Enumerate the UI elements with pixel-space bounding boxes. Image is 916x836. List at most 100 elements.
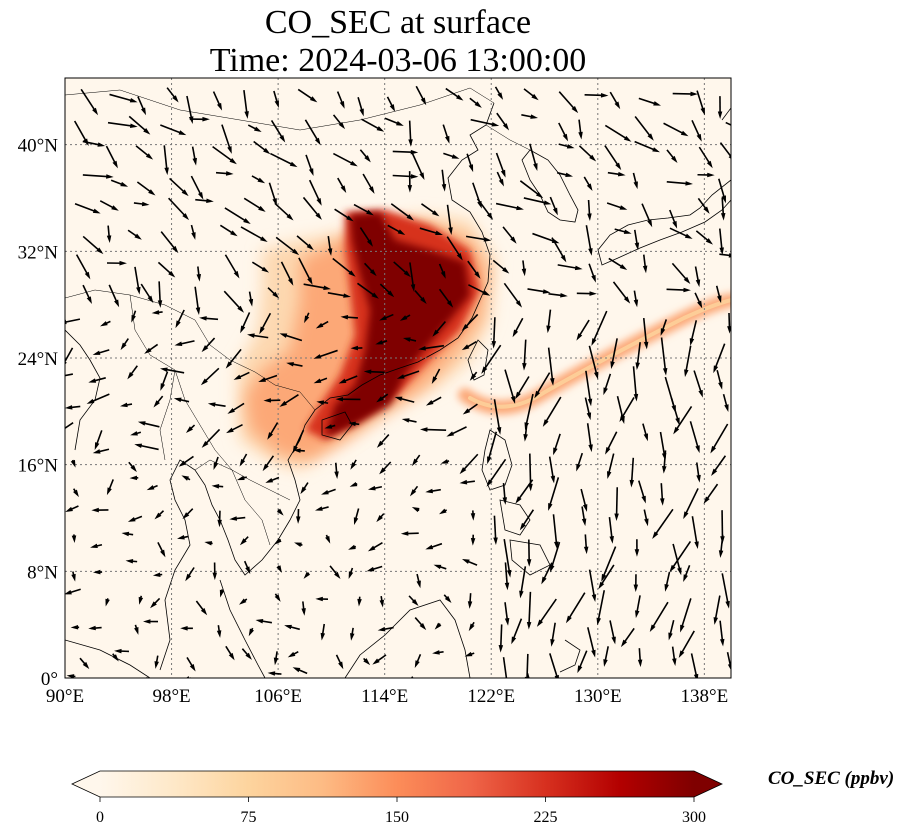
- wind-arrow: [133, 201, 150, 207]
- wind-arrow: [207, 402, 226, 407]
- wind-arrow: [273, 651, 279, 666]
- wind-arrow: [713, 343, 726, 374]
- wind-arrow: [363, 657, 371, 666]
- wind-arrow: [303, 283, 331, 291]
- wind-arrow: [609, 91, 621, 110]
- wind-arrow: [629, 457, 635, 488]
- longitude-tick-labels: 90°E 98°E 106°E 114°E 122°E 130°E 138°E: [46, 686, 728, 707]
- wind-arrow: [225, 348, 242, 369]
- wind-arrow: [683, 565, 691, 583]
- wind-arrow: [166, 87, 179, 103]
- wind-arrow: [201, 428, 221, 448]
- latitude-tick-labels: 0° 8°N 16°N 24°N 32°N 40°N: [18, 136, 59, 690]
- wind-arrow: [666, 685, 672, 714]
- wind-arrow: [375, 340, 388, 345]
- wind-arrow: [219, 224, 238, 237]
- wind-arrow: [361, 118, 385, 132]
- wind-arrow: [315, 320, 329, 329]
- wind-arrow: [523, 423, 528, 442]
- wind-arrow: [635, 342, 641, 371]
- wind-arrow: [598, 564, 615, 590]
- wind-arrow: [82, 284, 92, 305]
- wind-arrow: [284, 624, 300, 631]
- wind-arrow: [296, 508, 301, 524]
- wind-arrow: [350, 345, 363, 351]
- wind-arrow: [445, 87, 464, 101]
- wind-arrow: [519, 509, 535, 531]
- wind-arrow: [276, 508, 284, 516]
- wind-arrow: [690, 653, 699, 678]
- wind-arrow: [608, 257, 628, 271]
- wind-arrow: [522, 339, 527, 371]
- wind-arrow: [175, 309, 185, 329]
- wind-arrow: [591, 310, 608, 346]
- wind-arrow: [336, 91, 345, 109]
- wind-arrow: [329, 565, 341, 579]
- lon-tick-label: 138°E: [681, 686, 729, 707]
- wind-arrow: [94, 430, 103, 450]
- colorbar-gradient: [100, 771, 694, 797]
- wind-arrow: [279, 394, 299, 407]
- wind-arrow: [185, 567, 195, 582]
- wind-arrow: [467, 593, 473, 609]
- wind-arrow: [608, 517, 614, 544]
- wind-arrow: [157, 261, 176, 278]
- wind-arrow: [243, 90, 249, 119]
- wind-arrow: [523, 88, 539, 101]
- wind-arrow: [710, 423, 729, 454]
- wind-arrow: [576, 291, 597, 296]
- wind-arrow: [65, 405, 81, 410]
- wind-arrow: [90, 543, 103, 549]
- lon-tick-label: 114°E: [361, 686, 408, 707]
- wind-arrow: [633, 229, 640, 251]
- wind-arrow: [503, 539, 512, 578]
- wind-arrow: [243, 560, 251, 575]
- wind-arrow: [633, 574, 639, 593]
- wind-arrow: [603, 646, 609, 667]
- wind-arrow: [386, 96, 396, 112]
- wind-arrow: [614, 487, 619, 521]
- wind-arrow: [515, 376, 530, 400]
- wind-arrow: [541, 562, 553, 585]
- wind-arrow: [438, 508, 448, 515]
- wind-arrow: [305, 154, 314, 177]
- wind-arrow: [502, 483, 508, 505]
- wind-arrow: [606, 202, 628, 210]
- wind-arrow: [668, 619, 675, 641]
- wind-arrow: [583, 534, 589, 555]
- wind-arrow: [526, 539, 532, 567]
- wind-arrow: [580, 488, 588, 512]
- wind-arrow: [446, 204, 453, 235]
- wind-arrow: [134, 624, 139, 635]
- wind-arrow: [332, 152, 358, 167]
- wind-arrow: [504, 562, 510, 591]
- wind-arrow: [526, 672, 530, 678]
- wind-arrow: [99, 200, 119, 211]
- wind-arrow: [459, 453, 479, 475]
- wind-arrow: [276, 565, 282, 573]
- wind-arrow: [695, 230, 714, 245]
- wind-arrow: [719, 228, 724, 256]
- wind-arrow: [376, 434, 390, 448]
- wind-arrow: [137, 421, 160, 428]
- wind-arrow: [411, 152, 425, 181]
- wind-arrow: [431, 368, 441, 384]
- wind-arrow: [632, 366, 639, 402]
- wind-arrow: [425, 488, 441, 494]
- wind-arrow: [401, 418, 417, 423]
- wind-arrow: [394, 396, 415, 403]
- wind-arrow: [601, 546, 617, 582]
- wind-arrow: [634, 539, 640, 557]
- wind-arrow: [717, 96, 723, 119]
- wind-arrow: [296, 235, 314, 251]
- wind-arrow: [669, 227, 693, 239]
- wind-arrow: [229, 516, 246, 521]
- wind-arrow: [689, 320, 698, 346]
- wind-vectors: [65, 85, 731, 714]
- wind-arrow: [549, 196, 558, 216]
- wind-arrow: [200, 367, 220, 386]
- wind-arrow: [357, 596, 362, 607]
- wind-arrow: [689, 421, 700, 454]
- wind-arrow: [663, 122, 689, 137]
- wind-arrow: [225, 645, 235, 661]
